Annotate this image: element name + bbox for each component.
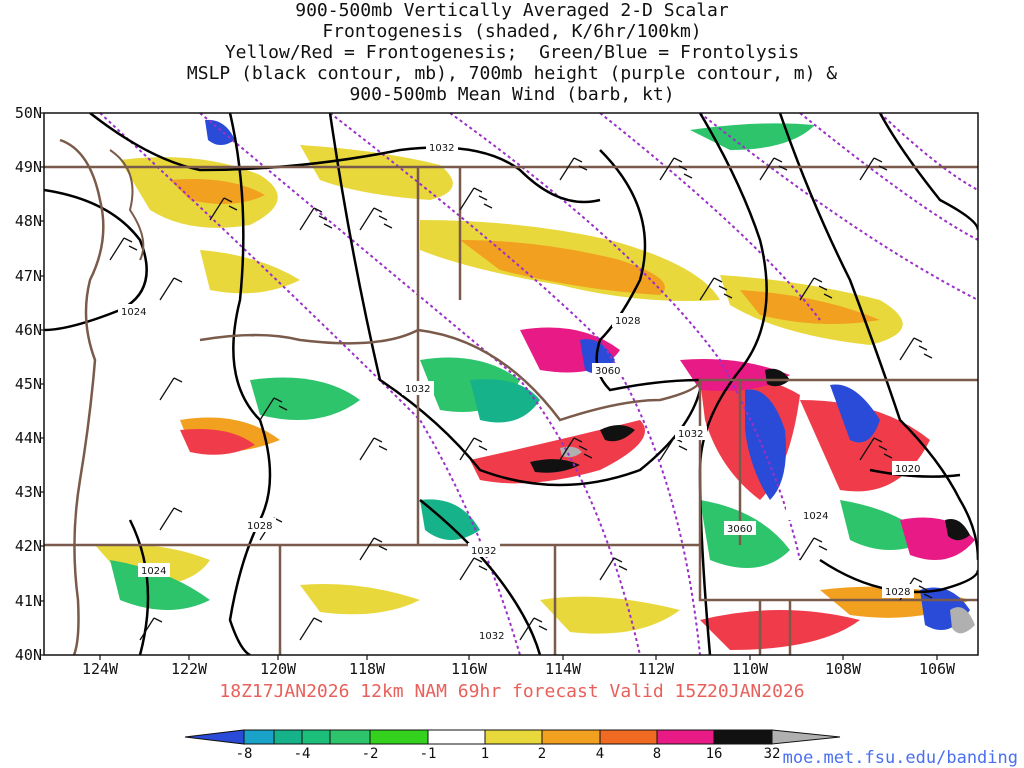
shading-blue <box>745 389 786 500</box>
colorbar-label: -4 <box>293 746 311 762</box>
lon-label: 124W <box>81 660 119 678</box>
lat-label: 42N <box>14 537 42 555</box>
colorbar-label: 1 <box>480 746 490 762</box>
frontogenesis-shading: 1032 1024 1028 1032 1032 1028 1024 1032 … <box>44 113 978 655</box>
lon-label: 108W <box>824 660 862 678</box>
mslp-label: 1032 <box>429 143 454 154</box>
colorbar <box>184 729 841 745</box>
mslp-label: 1032 <box>405 384 430 395</box>
title-line-3: Yellow/Red = Frontogenesis; Green/Blue =… <box>224 42 800 63</box>
shading-red <box>180 429 255 455</box>
shading-orange <box>460 240 665 295</box>
website-link[interactable]: moe.met.fsu.edu/banding <box>782 748 1018 768</box>
colorbar-segment <box>184 729 245 745</box>
colorbar-label: -1 <box>419 746 437 762</box>
mslp-label: 1024 <box>121 307 146 318</box>
colorbar-label: 32 <box>763 746 781 762</box>
coastline <box>59 138 105 655</box>
colorbar-label: 2 <box>537 746 547 762</box>
title-line-1: 900-500mb Vertically Averaged 2-D Scalar <box>295 0 729 21</box>
colorbar-label: -2 <box>361 746 379 762</box>
colorbar-segment <box>273 729 303 745</box>
colorbar-segment <box>541 729 601 745</box>
height-label: 3060 <box>727 524 752 535</box>
lat-label: 40N <box>14 646 42 664</box>
shading-green <box>110 560 210 610</box>
lat-label: 43N <box>14 483 42 501</box>
colorbar-segment <box>243 729 275 745</box>
lat-label: 48N <box>14 212 42 230</box>
mslp-label: 1020 <box>895 464 920 475</box>
colorbar-segment <box>713 729 773 745</box>
mslp-label: 1028 <box>885 587 910 598</box>
shading-blue <box>205 119 235 145</box>
lat-label: 50N <box>14 104 42 122</box>
shading-red <box>700 610 860 650</box>
mslp-label: 1032 <box>678 429 703 440</box>
political-borders <box>44 165 978 655</box>
puget-sound <box>109 149 145 261</box>
shading-black <box>600 425 635 442</box>
mslp-label: 1028 <box>247 521 272 532</box>
lon-label: 114W <box>544 660 582 678</box>
shading-yellow <box>300 584 420 615</box>
mslp-contours <box>44 113 978 655</box>
lon-label: 116W <box>450 660 488 678</box>
shading-black <box>945 519 970 541</box>
colorbar-label: -8 <box>235 746 253 762</box>
mslp-label: 1032 <box>479 631 504 642</box>
lon-ticks <box>99 655 938 660</box>
height-label: 3060 <box>595 366 620 377</box>
shading-black <box>765 368 790 387</box>
colorbar-segment <box>599 729 658 745</box>
lon-label: 122W <box>170 660 208 678</box>
lat-label: 47N <box>14 267 42 285</box>
shading-yellow <box>200 250 300 294</box>
forecast-valid-time: 18Z17JAN2026 12km NAM 69hr forecast Vali… <box>219 681 805 702</box>
mslp-label: 1028 <box>615 316 640 327</box>
mslp-label: 1024 <box>803 511 828 522</box>
title-line-4: MSLP (black contour, mb), 700mb height (… <box>186 63 838 84</box>
lat-label: 46N <box>14 321 42 339</box>
contour-labels: 1032 1024 1028 1032 1032 1028 1024 1032 … <box>118 140 924 642</box>
colorbar-segment <box>771 729 841 745</box>
shading-green <box>250 377 360 420</box>
colorbar-segment <box>427 729 486 745</box>
shading-orange <box>740 290 880 324</box>
colorbar-label: 16 <box>705 746 723 762</box>
shading-black <box>530 459 580 473</box>
height-contours <box>99 113 978 655</box>
lat-ticks <box>40 112 44 656</box>
shading-gray <box>950 607 975 634</box>
lon-label: 120W <box>259 660 297 678</box>
shading-yellow <box>540 596 680 634</box>
colorbar-segment <box>301 729 331 745</box>
colorbar-label: 4 <box>595 746 605 762</box>
lon-label: 106W <box>918 660 956 678</box>
shading-teal <box>470 379 540 423</box>
colorbar-segment <box>656 729 715 745</box>
shading-teal <box>420 499 480 540</box>
lon-label: 110W <box>731 660 769 678</box>
title-line-5: 900-500mb Mean Wind (barb, kt) <box>349 84 675 105</box>
lat-label: 49N <box>14 158 42 176</box>
map-title: 900-500mb Vertically Averaged 2-D Scalar… <box>0 0 1024 105</box>
lat-label: 44N <box>14 429 42 447</box>
mslp-label: 1032 <box>471 546 496 557</box>
colorbar-label: 8 <box>652 746 662 762</box>
shading-blue <box>830 384 880 443</box>
mslp-label: 1024 <box>141 566 166 577</box>
title-line-2: Frontogenesis (shaded, K/6hr/100km) <box>322 21 702 42</box>
lat-label: 41N <box>14 592 42 610</box>
lon-label: 118W <box>348 660 386 678</box>
colorbar-segment <box>329 729 371 745</box>
colorbar-segment <box>484 729 543 745</box>
shading-red <box>470 420 645 484</box>
lon-label: 112W <box>637 660 675 678</box>
colorbar-segment <box>369 729 429 745</box>
lat-label: 45N <box>14 375 42 393</box>
wind-barbs <box>109 157 933 641</box>
